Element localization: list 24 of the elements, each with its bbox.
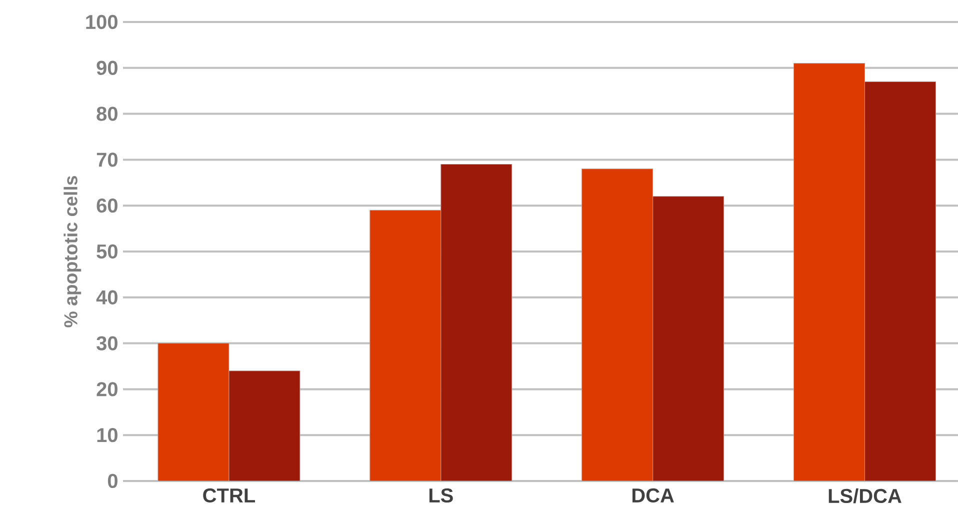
y-tick-label: 70: [96, 152, 118, 167]
x-tick-label: CTRL: [203, 488, 256, 503]
y-tick-label: 10: [97, 428, 118, 442]
y-tick-label: 40: [96, 290, 118, 304]
bar: [582, 168, 654, 481]
bar: [158, 343, 229, 481]
y-axis-title: % apoptotic cells: [64, 176, 82, 328]
y-tick-label: 90: [96, 60, 118, 75]
y-tick-label: 0: [108, 474, 118, 488]
bar: [228, 370, 300, 481]
x-tick-label: LS/DCA: [828, 488, 902, 504]
bar: [652, 196, 724, 481]
y-tick-label: 30: [96, 336, 118, 350]
y-tick-label: 80: [96, 106, 118, 121]
x-tick-label: LS: [429, 488, 453, 503]
y-tick-label: 50: [96, 244, 118, 259]
y-tick-label: 60: [96, 198, 118, 213]
y-tick-label: 20: [96, 382, 118, 396]
bar: [864, 81, 936, 481]
x-tick-label: DCA: [632, 488, 674, 503]
y-tick-label: 100: [86, 14, 118, 30]
bar: [793, 63, 866, 481]
bar: [440, 164, 512, 481]
bar: [370, 210, 442, 481]
